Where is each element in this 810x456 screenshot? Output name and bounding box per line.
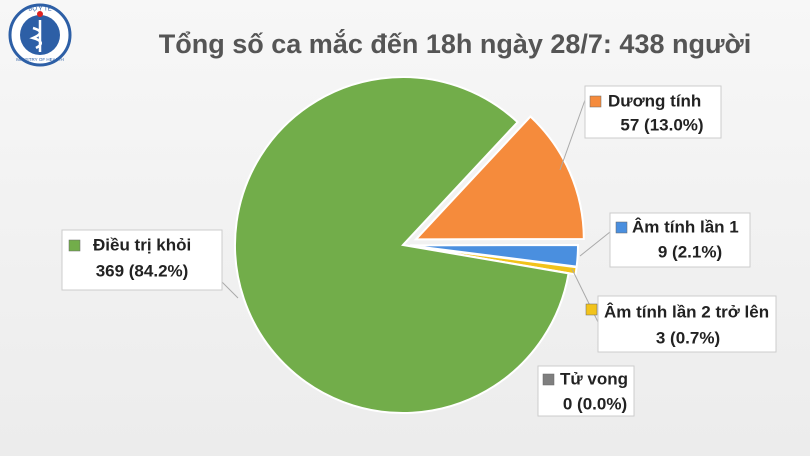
chart-title: Tổng số ca mắc đến 18h ngày 28/7: 438 ng… xyxy=(159,28,751,59)
pie-slice xyxy=(413,115,585,241)
slice-name: Dương tính xyxy=(608,91,701,110)
leader-line xyxy=(559,99,586,171)
slice-name: Âm tính lần 1 xyxy=(632,217,739,236)
slice-value-label: 3 (0.7%) xyxy=(656,328,720,347)
label-box xyxy=(609,212,751,268)
label-box xyxy=(537,365,635,417)
label-box xyxy=(61,229,223,291)
legend-swatch xyxy=(68,239,81,252)
logo-caduceus xyxy=(29,20,42,52)
slice-value-label: 57 (13.0%) xyxy=(620,115,703,134)
slice-name: Âm tính lần 2 trở lên xyxy=(604,302,769,321)
legend-swatch xyxy=(585,303,598,316)
legend-swatch xyxy=(589,95,602,108)
logo-bottom-text: MINISTRY OF HEALTH xyxy=(16,57,64,62)
slice-name: Điều trị khỏi xyxy=(93,235,191,254)
label-box xyxy=(597,295,777,353)
legend-swatch xyxy=(615,221,628,234)
leader-line xyxy=(221,281,239,299)
slice-value-label: 0 (0.0%) xyxy=(563,394,627,413)
slice-value-label: 369 (84.2%) xyxy=(96,261,189,280)
logo-star xyxy=(37,11,43,17)
legend-swatch xyxy=(542,373,555,386)
slice-name: Tử vong xyxy=(560,369,628,388)
slice-value-label: 9 (2.1%) xyxy=(658,242,722,261)
logo: BỘ Y TẾ MINISTRY OF HEALTH xyxy=(8,3,72,67)
logo-top-text: BỘ Y TẾ xyxy=(28,6,51,13)
label-box xyxy=(584,85,722,139)
pie-slice xyxy=(234,76,570,414)
leader-line xyxy=(579,231,611,257)
